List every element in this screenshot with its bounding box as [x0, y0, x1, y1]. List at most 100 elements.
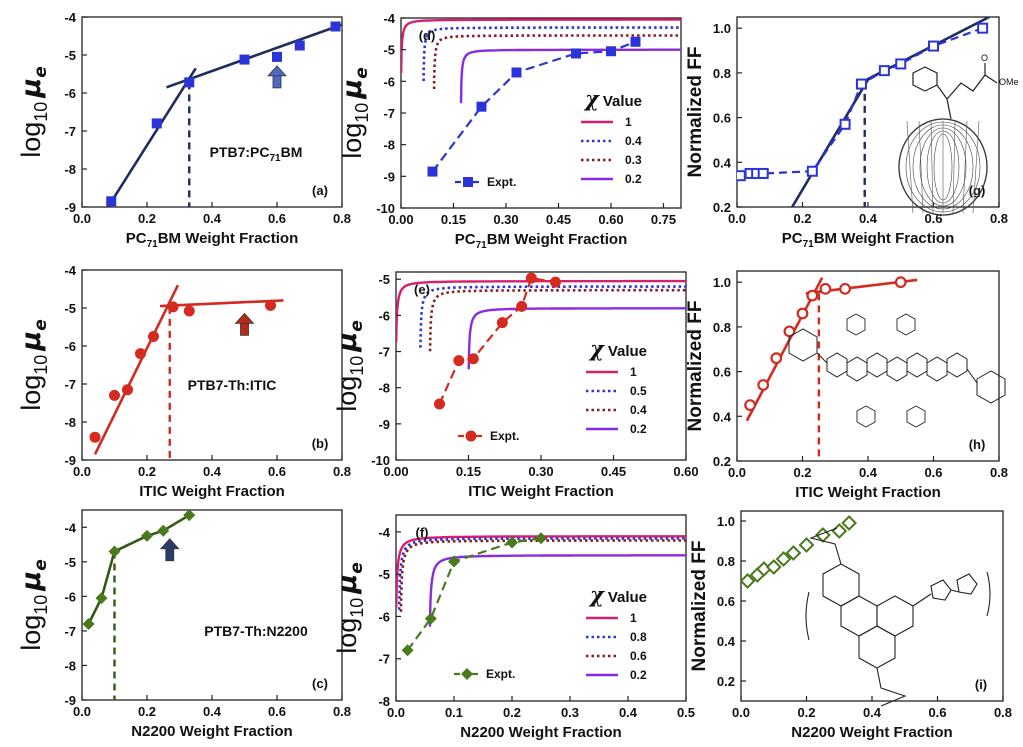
data-point [272, 51, 282, 62]
x-tick-label: 0.2 [797, 705, 815, 720]
plot-area [396, 532, 686, 657]
plot-frame [736, 270, 1000, 462]
x-tick-label: 0.6 [924, 211, 942, 226]
x-tick-label: 0.4 [203, 704, 222, 719]
y-tick-label: -10 [371, 453, 390, 468]
x-tick-label: 0.4 [863, 705, 882, 720]
x-axis-label: PC71BM Weight Fraction [455, 231, 628, 251]
expt-point [571, 48, 581, 59]
plot-area [82, 510, 196, 700]
panel-label: (d) [419, 28, 436, 43]
y-tick-label: -7 [64, 377, 76, 392]
legend-expt-marker [463, 177, 473, 187]
data-point [744, 399, 756, 412]
data-point [839, 118, 851, 130]
y-tick-label: -8 [378, 694, 390, 709]
x-tick-label: 0.8 [990, 465, 1008, 480]
x-axis-label: N2200 Weight Fraction [131, 723, 292, 740]
panel-d: 0.00 0.15 0.30 0.45 0.60 0.75 -10 -9 -8 -7 -6 -5 -4 P… [337, 11, 682, 251]
y-tick-label: -8 [64, 415, 76, 430]
plot-frame [81, 509, 343, 701]
data-point [737, 170, 746, 182]
x-tick-label: 0.0 [728, 465, 746, 480]
data-point [928, 40, 939, 52]
y-tick-label: -6 [64, 589, 76, 604]
expt-point [424, 612, 437, 625]
arrow-icon [234, 312, 255, 336]
data-point [806, 289, 819, 302]
y-tick-label: 0.2 [713, 200, 731, 215]
x-tick-label: 0.3 [561, 705, 579, 720]
data-point [239, 54, 250, 65]
x-tick-label: 0.6 [268, 704, 286, 719]
x-tick-label: 0.8 [333, 704, 351, 719]
panel-a: 0.0 0.2 0.4 0.6 0.8 -9 -8 -7 -6 -5 -4 PC71BM Weight… [16, 10, 351, 250]
legend-entry: 0.2 [630, 668, 647, 682]
x-axis-label: ITIC Weight Fraction [795, 484, 941, 501]
expt-point [606, 46, 616, 57]
x-tick-label: 0.30 [528, 464, 553, 479]
sample-label: PTB7:PC71BM [210, 144, 303, 164]
y-axis-label: log10μe [16, 66, 51, 157]
data-point [109, 389, 120, 401]
y-axis-label: log10μe [332, 562, 367, 653]
expt-point [467, 353, 479, 365]
panel-label: (c) [312, 676, 328, 691]
panel-label: (i) [975, 677, 987, 692]
y-axis-label: log10μe [332, 320, 367, 411]
y-axis-label: log10μe [337, 67, 372, 158]
x-tick-label: 0.8 [333, 464, 351, 479]
data-point [841, 515, 857, 531]
y-tick-label: -5 [64, 301, 76, 316]
data-point [330, 21, 341, 32]
legend-entry: 0.3 [625, 153, 642, 167]
expt-point [516, 300, 528, 312]
legend-title: χ Value [583, 86, 642, 111]
y-axis-label: log10μe [16, 559, 51, 650]
expt-point [550, 276, 561, 288]
y-tick-label: -5 [378, 272, 390, 287]
x-tick-label: 0.2 [793, 211, 811, 226]
y-tick-label: 0.6 [717, 594, 735, 609]
x-axis-label: N2200 Weight Fraction [460, 724, 621, 741]
x-tick-label: 0.45 [546, 212, 571, 227]
fit-line [106, 67, 197, 207]
x-tick-label: 0.0 [732, 705, 750, 720]
y-tick-label: 0.6 [713, 365, 731, 380]
curve-chi-0.6 [399, 539, 686, 612]
x-tick-label: 0.2 [138, 704, 156, 719]
panel-label: (b) [312, 436, 329, 451]
legend-entry: 0.2 [630, 422, 647, 436]
svg-text:OMe: OMe [999, 77, 1019, 87]
x-tick-label: 0.8 [990, 211, 1008, 226]
plot-area [744, 276, 918, 461]
x-tick-label: 0.2 [503, 705, 521, 720]
panel-label: (g) [969, 183, 986, 198]
x-tick-label: 0.0 [73, 704, 91, 719]
curve-chi-0.2 [428, 554, 686, 627]
legend-entry: 1 [630, 611, 637, 625]
curve-chi-0.8 [397, 537, 686, 610]
y-tick-label: -6 [383, 74, 395, 89]
data-point [765, 559, 782, 575]
data-point [855, 78, 867, 90]
x-axis-label: N2200 Weight Fraction [791, 724, 952, 741]
legend-entry: 1 [630, 365, 637, 379]
x-tick-label: 0.4 [203, 211, 222, 226]
data-point [775, 551, 792, 567]
y-tick-label: 1.0 [717, 514, 735, 529]
expt-point [453, 355, 465, 367]
data-point [184, 77, 195, 88]
data-point [878, 65, 890, 77]
data-point [108, 545, 121, 558]
x-tick-label: 0.4 [203, 464, 222, 479]
expt-point [525, 272, 537, 284]
y-tick-label: -8 [383, 138, 395, 153]
data-point [106, 196, 117, 207]
sample-label: PTB7-Th:ITIC [188, 377, 277, 393]
x-tick-label: 0.15 [441, 212, 466, 227]
panel-f: 0.0 0.1 0.2 0.3 0.4 0.5 -8 -7 -6 -5 -4 N2200 Weight… [332, 514, 695, 741]
legend-title: χ Value [588, 582, 647, 607]
data-point [806, 165, 818, 177]
